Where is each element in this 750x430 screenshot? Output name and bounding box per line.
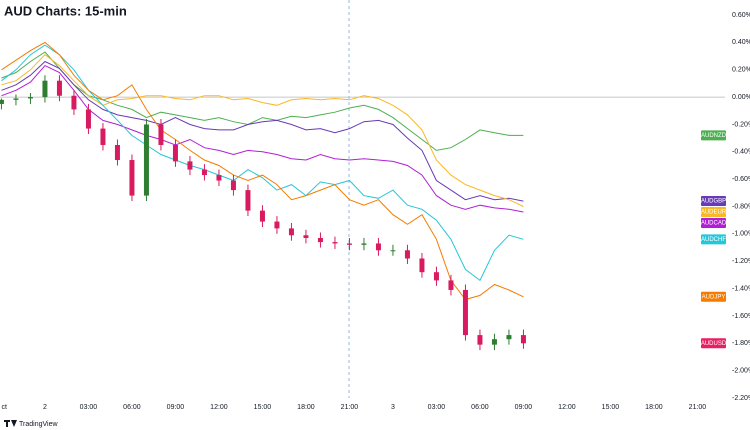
y-tick-label: -0.60%	[732, 176, 750, 183]
watermark-text: TradingView	[19, 421, 58, 428]
x-tick-label: 03:00	[428, 404, 446, 411]
price-tag-label: AUDNZD	[701, 133, 727, 139]
price-tag	[701, 291, 726, 302]
y-tick-label: 0.20%	[732, 67, 750, 74]
x-tick-label: 15:00	[602, 404, 620, 411]
y-tick-label: -1.60%	[732, 313, 750, 320]
chart-title: AUD Charts: 15-min	[4, 3, 127, 18]
candle-body	[114, 144, 120, 161]
candle-body	[433, 272, 439, 281]
series-line	[1, 41, 524, 301]
price-tag-label: AUDCHF	[701, 237, 726, 243]
watermark: TradingView	[4, 420, 58, 428]
candle-body	[143, 124, 149, 196]
candle-body	[13, 98, 19, 100]
candle-body	[245, 190, 251, 211]
price-tag	[701, 218, 726, 229]
candle-body	[71, 95, 77, 110]
x-tick-label: 06:00	[123, 404, 141, 411]
candle-body	[259, 210, 265, 222]
plot-area	[0, 41, 725, 351]
candle-body	[216, 175, 222, 181]
y-tick-label: -0.20%	[732, 121, 750, 128]
candle-body	[390, 250, 396, 252]
price-tag-label: AUDGBP	[701, 199, 726, 205]
candle-body	[201, 169, 207, 176]
candle-body	[506, 335, 512, 340]
y-tick-label: -0.80%	[732, 203, 750, 210]
price-tag	[701, 234, 726, 245]
series-line	[1, 60, 524, 202]
x-tick-label: 03:00	[80, 404, 98, 411]
candle-body	[317, 237, 323, 243]
candle-body	[346, 243, 352, 245]
y-tick-label: -1.20%	[732, 258, 750, 265]
candle-body	[375, 243, 381, 251]
price-tag-label: AUDCAD	[701, 221, 727, 227]
price-tag	[701, 130, 726, 141]
price-tag	[701, 207, 726, 218]
x-tick-label: 09:00	[167, 404, 185, 411]
y-tick-label: 0.60%	[732, 12, 750, 19]
candle-body	[448, 280, 454, 290]
candle-body	[129, 160, 135, 196]
y-tick-label: -1.40%	[732, 285, 750, 292]
x-tick-label: 12:00	[210, 404, 228, 411]
y-tick-label: -1.00%	[732, 231, 750, 238]
x-tick-label: 18:00	[645, 404, 663, 411]
y-tick-label: -1.80%	[732, 340, 750, 347]
y-tick-label: -0.40%	[732, 149, 750, 156]
x-tick-label: 21:00	[689, 404, 707, 411]
candle-body	[187, 161, 193, 170]
candle-body	[520, 335, 526, 344]
candle-body	[85, 109, 91, 129]
candle-body	[172, 144, 178, 162]
series-line	[1, 54, 524, 207]
candle-body	[332, 242, 338, 244]
candle-body	[303, 235, 309, 238]
price-tag-label: AUDEUR	[701, 210, 727, 216]
axes: 0.60% 0.40% 0.20% 0.00% -0.20% -0.40% -0.60% -0…	[1, 12, 750, 411]
price-tag	[701, 196, 726, 207]
candle-body	[462, 289, 468, 336]
candle-body	[100, 128, 106, 145]
watermark-logo	[4, 420, 17, 427]
price-tag	[701, 338, 726, 349]
x-tick-label: 12:00	[558, 404, 576, 411]
x-tick-label: 18:00	[297, 404, 315, 411]
price-tag-label: AUDUSD	[701, 341, 727, 347]
candle-body	[42, 80, 48, 98]
x-tick-label: 09:00	[515, 404, 533, 411]
candle-body	[274, 221, 280, 229]
candle-body	[288, 228, 294, 236]
price-tag-label: AUDJPY	[702, 294, 726, 300]
candle-body	[361, 243, 367, 245]
candle-body	[404, 250, 410, 259]
x-tick-label: 3	[391, 404, 395, 411]
y-tick-label: 0.00%	[732, 94, 750, 101]
candle-body	[477, 335, 483, 345]
x-tick-label: ct	[1, 404, 7, 411]
x-tick-label: 21:00	[341, 404, 359, 411]
y-tick-label: -2.20%	[732, 395, 750, 402]
x-tick-label: 15:00	[254, 404, 272, 411]
candle-body	[56, 80, 62, 96]
y-tick-label: 0.40%	[732, 39, 750, 46]
candle-body	[419, 258, 425, 273]
candle-body	[27, 97, 33, 99]
y-tick-label: -2.00%	[732, 367, 750, 374]
x-tick-label: 2	[43, 404, 47, 411]
candle-body	[158, 124, 164, 145]
title-bg	[0, 0, 118, 22]
candle-body	[0, 99, 4, 104]
candle-body	[230, 180, 236, 191]
candle-body	[491, 339, 497, 345]
x-tick-label: 06:00	[471, 404, 489, 411]
